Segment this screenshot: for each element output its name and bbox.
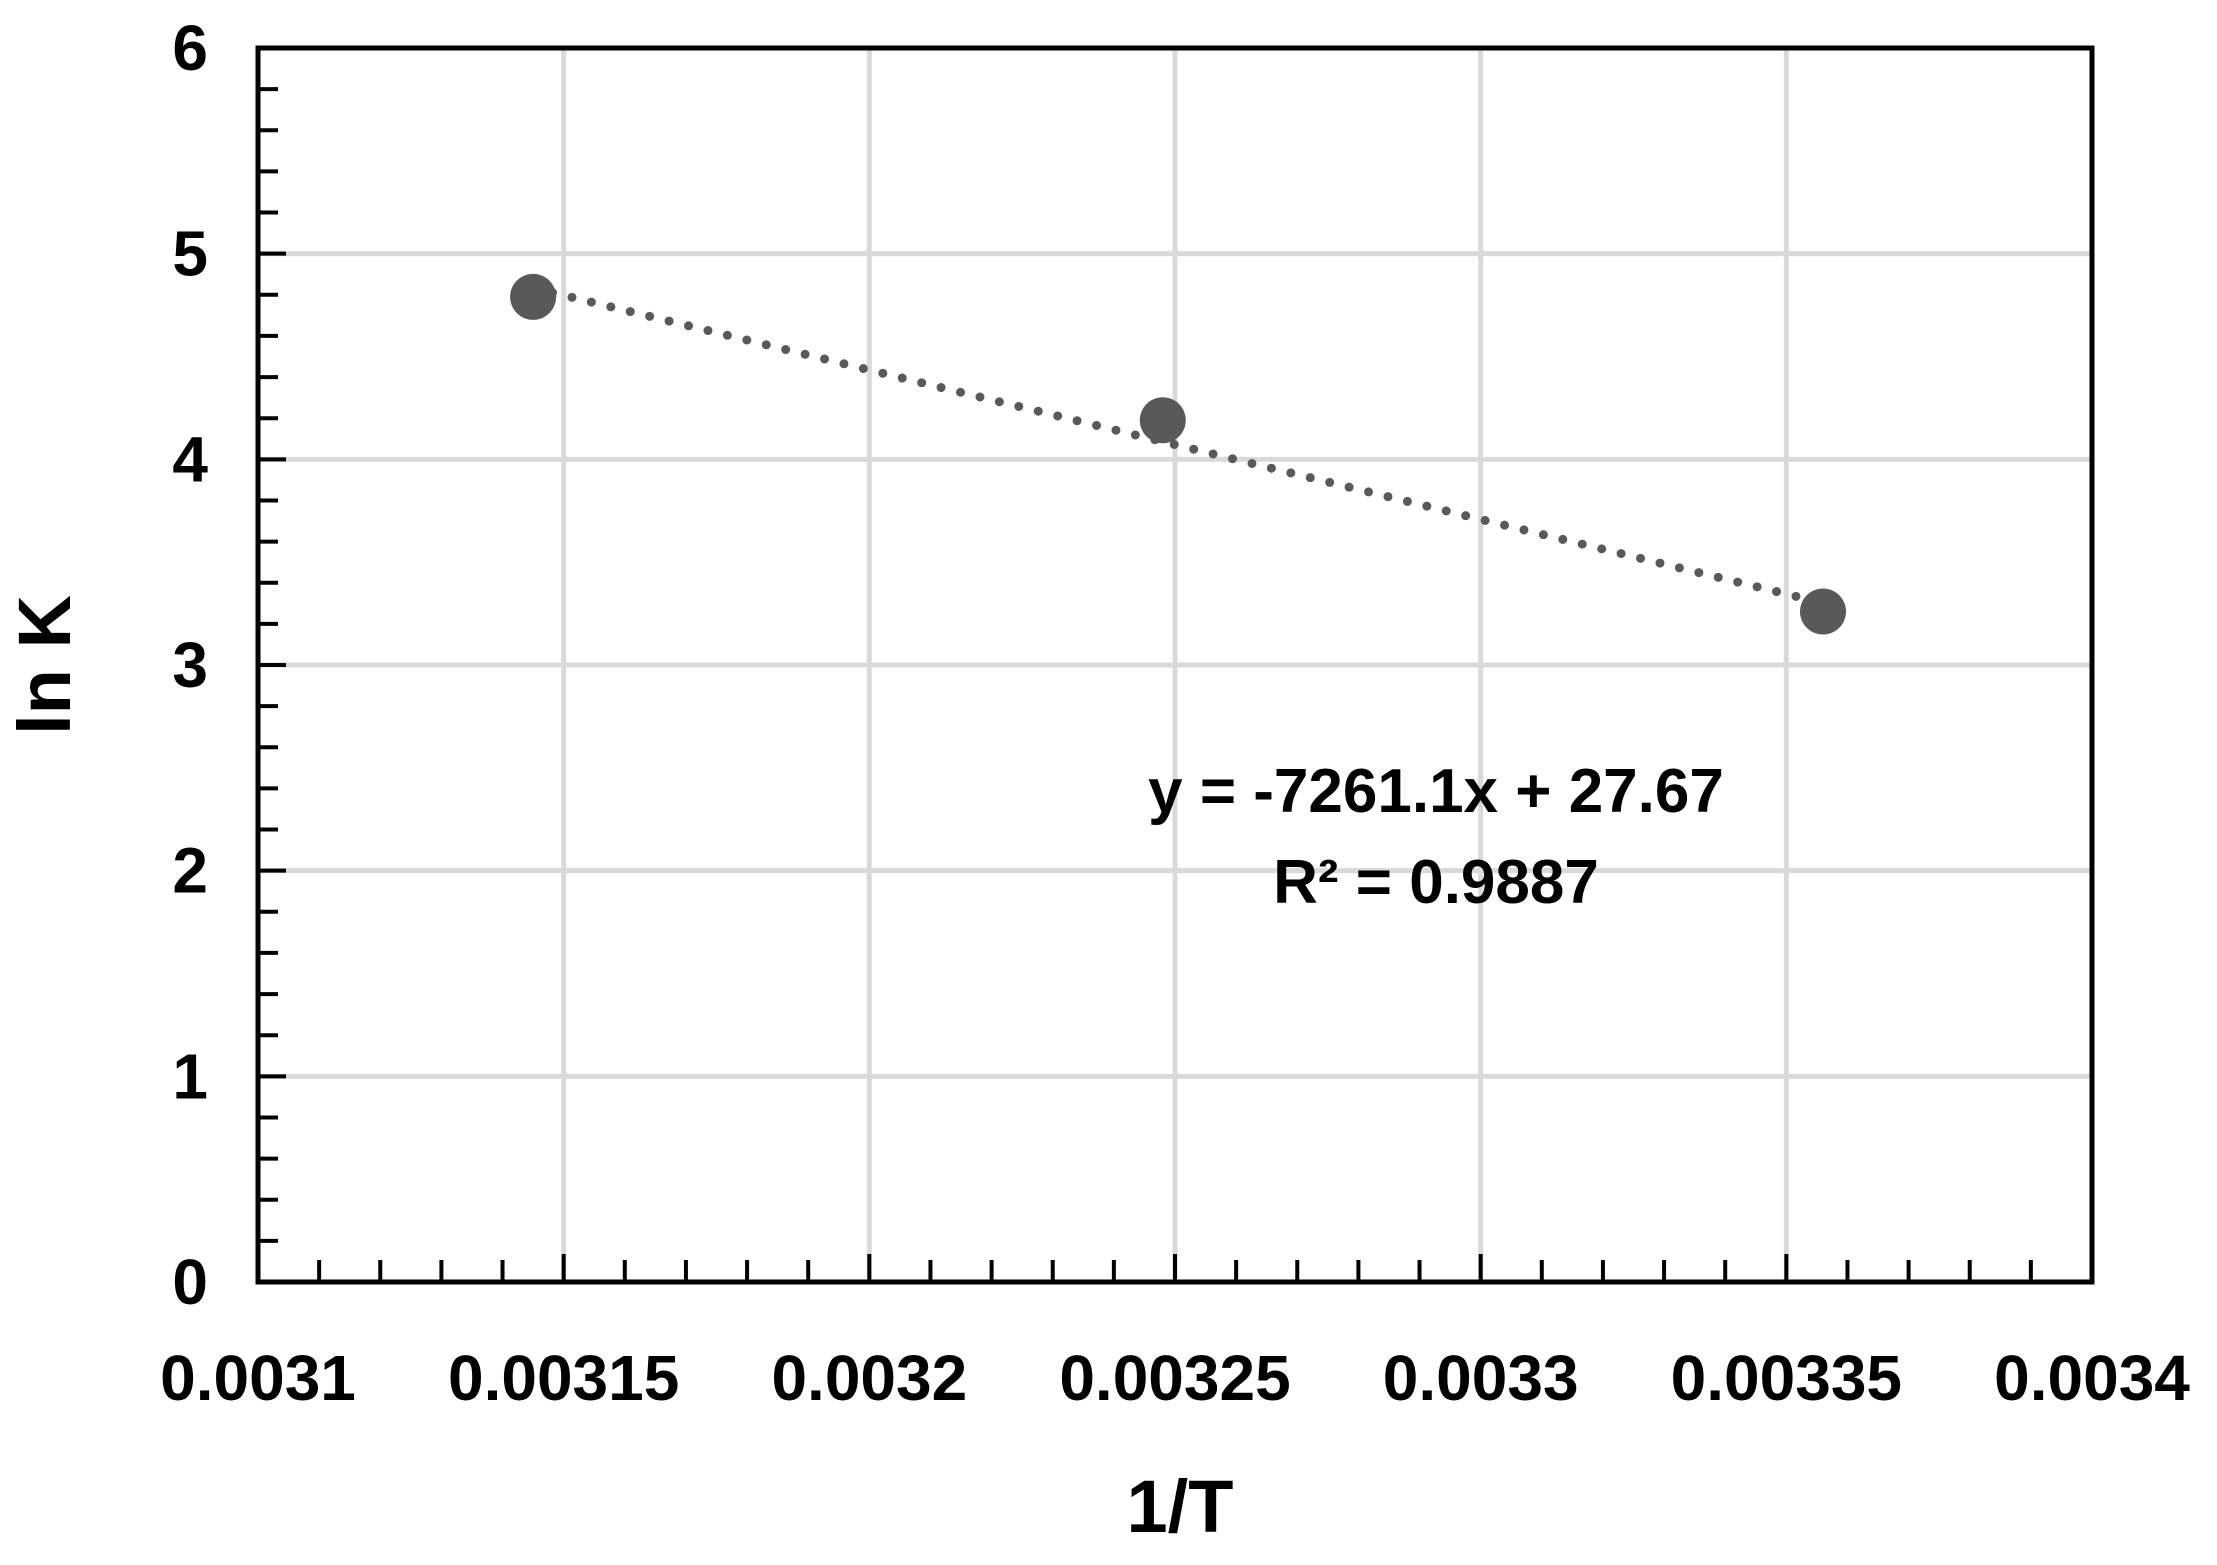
x-tick-label: 0.0033 [1383,1342,1579,1414]
x-tick-label: 0.0034 [1994,1342,2190,1414]
y-tick-label: 3 [172,629,208,701]
x-tick-label: 0.0032 [771,1342,967,1414]
data-point [1139,397,1186,444]
axis-layer [255,45,2095,1285]
y-tick-label: 0 [172,1246,208,1318]
trendline-r-squared: R² = 0.9887 [1273,848,1599,917]
x-tick-label: 0.0031 [160,1342,356,1414]
trendline [528,283,1828,608]
x-tick-label: 0.00325 [1059,1342,1290,1414]
y-tick-label: 6 [172,12,208,84]
y-tick-label: 4 [172,423,208,495]
trendline-layer [528,283,1828,608]
data-point [1800,588,1847,635]
data-point [510,273,557,320]
x-tick-label: 0.00315 [448,1342,679,1414]
x-axis-title: 1/T [1127,1465,1234,1548]
tick-label-layer: 0.0031 0.00315 0.0032 0.00325 0.0033 0.00335 0… [160,12,2190,1414]
y-tick-label: 2 [172,835,208,907]
y-axis-title: ln K [3,595,86,735]
y-tick-label: 1 [172,1040,208,1112]
x-tick-label: 0.00335 [1671,1342,1902,1414]
point-layer [510,273,1847,635]
grid-layer [258,48,2092,1282]
y-tick-label: 5 [172,218,208,290]
trendline-equation: y = -7261.1x + 27.67 [1148,757,1724,826]
